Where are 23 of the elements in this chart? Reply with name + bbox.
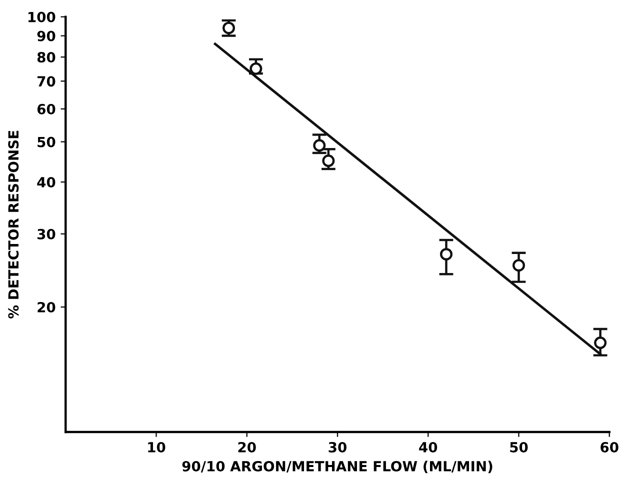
y-tick-label: 60 [37,104,56,114]
y-tick-label: 50 [38,136,56,148]
point [594,336,607,350]
point [512,259,526,272]
point [313,139,326,152]
x-tick-label: 60 [600,442,618,452]
point [440,248,453,260]
point [322,154,335,168]
point [250,62,262,75]
y-tick-label: 30 [38,228,56,240]
x-tick-label: 20 [238,442,256,452]
y-tick-label: 100 [28,12,56,22]
y-tick-label: 20 [38,302,56,312]
y-tick-label: 90 [37,30,56,42]
y-tick-label: 80 [37,52,56,63]
x-tick-label: 40 [419,442,438,452]
y-axis-title: % DETECTOR RESPONSE [8,130,19,318]
x-tick-label: 30 [328,442,346,452]
y-tick-label: 70 [38,76,56,87]
y-tick-label: 40 [37,176,56,188]
x-axis-title: 90/10 ARGON/METHANE FLOW (ML/MIN) [182,460,492,474]
x-tick-label: 10 [148,442,166,452]
x-tick-label: 50 [510,442,528,452]
